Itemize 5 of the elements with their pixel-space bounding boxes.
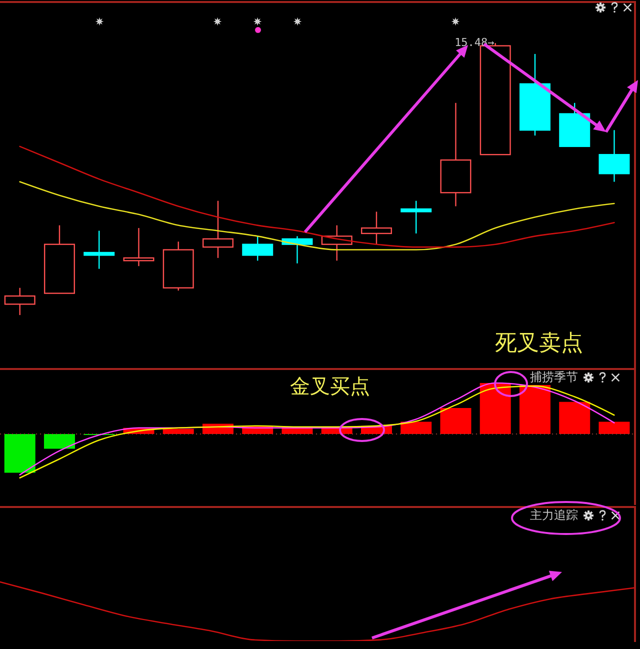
chart-title: 主力追踪 bbox=[530, 508, 578, 523]
text: 死叉卖点 bbox=[495, 331, 583, 356]
annotation: 金叉买点 bbox=[290, 374, 370, 398]
chart-title: 捕捞季节 bbox=[530, 370, 578, 385]
annotation: 15.48→ bbox=[454, 36, 494, 50]
